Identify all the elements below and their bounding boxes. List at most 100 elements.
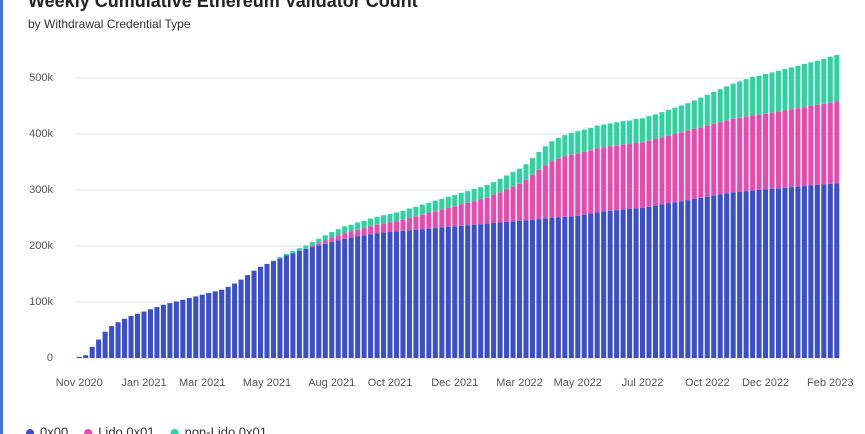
bar-segment <box>588 150 594 214</box>
bar-segment <box>381 223 387 233</box>
bar-segment <box>542 146 548 166</box>
bar-segment <box>96 339 102 358</box>
bar-segment <box>173 301 179 358</box>
bar-segment <box>672 202 678 358</box>
bar-segment <box>504 175 510 190</box>
bar-segment <box>627 209 633 358</box>
bar-segment <box>309 242 315 246</box>
bar-segment <box>523 220 529 358</box>
bar-segment <box>245 275 251 358</box>
bar-segment <box>115 322 121 358</box>
bar-segment <box>426 202 432 213</box>
bar-segment <box>465 225 471 358</box>
bar-segment <box>516 168 523 184</box>
bar-segment <box>542 165 548 219</box>
bar-segment <box>452 206 458 227</box>
bar-segment <box>678 105 684 133</box>
bar-segment <box>555 217 561 358</box>
x-tick-label: Mar 2022 <box>496 377 542 389</box>
bar-segment <box>283 253 289 256</box>
bar-segment <box>594 212 600 358</box>
bar-segment <box>562 135 568 157</box>
x-tick-label: May 2022 <box>554 377 602 389</box>
chart-subtitle: by Withdrawal Credential Type <box>28 17 191 31</box>
bar-segment <box>355 222 361 230</box>
bar-segment <box>432 200 438 212</box>
bar-segment <box>342 238 348 358</box>
legend-label: Lido 0x01 <box>98 424 154 434</box>
bar-segment <box>607 123 613 147</box>
bar-segment <box>471 188 477 202</box>
bar-segment <box>659 112 665 138</box>
bar-segment <box>581 129 587 152</box>
bar-segment <box>588 127 594 151</box>
bar-segment <box>730 83 736 119</box>
bar-segment <box>406 230 412 358</box>
x-tick-label: Oct 2021 <box>368 377 413 389</box>
bar-segment <box>607 210 613 358</box>
bar-segment <box>102 331 108 358</box>
bar-segment <box>711 195 717 358</box>
bar-segment <box>510 186 516 222</box>
bar-segment <box>652 114 658 140</box>
bar-segment <box>808 62 814 106</box>
bar-segment <box>374 216 380 225</box>
bar-segment <box>834 55 840 102</box>
bar-segment <box>303 248 309 358</box>
bar-segment <box>542 218 548 358</box>
bar-segment <box>484 223 490 358</box>
bar-segment <box>775 70 782 112</box>
bar-segment <box>549 141 555 162</box>
bar-segment <box>814 104 820 185</box>
bar-segment <box>283 255 289 358</box>
bar-segment <box>504 221 510 358</box>
bar-segment <box>465 202 471 226</box>
bar-segment <box>536 169 542 220</box>
bar-segment <box>497 222 503 358</box>
bar-segment <box>717 122 723 195</box>
bar-segment <box>458 204 464 226</box>
bar-segment <box>478 199 484 225</box>
bar-segment <box>381 232 387 358</box>
bar-segment <box>387 214 393 223</box>
bar-segment <box>691 198 697 358</box>
bar-segment <box>788 187 794 358</box>
bar-segment <box>750 190 756 358</box>
bar-segment <box>614 145 620 211</box>
bar-segment <box>342 226 348 234</box>
bar-segment <box>659 204 665 358</box>
bar-segment <box>614 210 620 358</box>
bar-segment <box>672 134 678 203</box>
bar-segment <box>413 216 419 230</box>
bar-segment <box>516 220 523 358</box>
bar-segment <box>568 154 574 217</box>
bar-segment <box>775 188 782 358</box>
bar-segment <box>471 224 477 358</box>
x-tick-label: Nov 2020 <box>56 377 103 389</box>
bar-segment <box>387 222 393 232</box>
chart-title: Weekly Cumulative Ethereum Validator Cou… <box>28 0 418 11</box>
bar-segment <box>122 318 128 358</box>
bar-segment <box>717 194 723 358</box>
bar-segment <box>698 97 704 128</box>
bar-segment <box>737 81 743 118</box>
bar-segment <box>795 186 801 358</box>
x-tick-label: Dec 2022 <box>742 377 789 389</box>
bar-segment <box>536 219 542 358</box>
bar-segment <box>368 234 374 358</box>
bar-segment <box>808 106 814 186</box>
y-tick-label: 0 <box>47 352 53 364</box>
bar-segment <box>788 109 794 188</box>
bar-segment <box>484 197 490 224</box>
bar-segment <box>400 219 406 231</box>
bar-segment <box>270 261 276 358</box>
bar-segment <box>141 311 147 358</box>
bar-segment <box>763 189 769 358</box>
bar-segment <box>76 356 82 358</box>
bar-segment <box>646 140 652 207</box>
bar-segment <box>361 228 367 236</box>
bar-segment <box>491 223 497 358</box>
bar-segment <box>627 120 633 145</box>
x-tick-label: Mar 2021 <box>179 377 225 389</box>
bar-segment <box>523 179 529 221</box>
